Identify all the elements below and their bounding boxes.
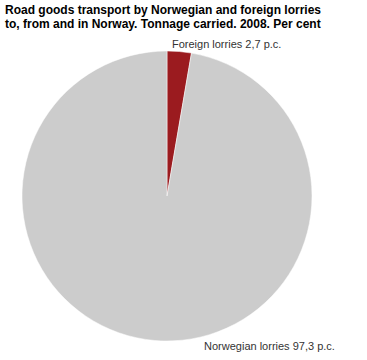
title-line: Road goods transport by Norwegian and fo… <box>5 3 321 17</box>
title: Road goods transport by Norwegian and fo… <box>5 3 321 31</box>
label-category: Norwegian lorries <box>204 340 290 352</box>
slice-label: Norwegian lorries 97,3 p.c. <box>204 340 335 352</box>
slice-label: Foreign lorries 2,7 p.c. <box>172 38 281 50</box>
pie <box>22 51 312 341</box>
slice <box>22 51 312 341</box>
label-value: 97,3 p.c. <box>290 340 335 352</box>
label-value: 2,7 p.c. <box>242 38 281 50</box>
labels: Foreign lorries 2,7 p.c. Norwegian lorrie… <box>172 38 335 353</box>
chart: Road goods transport by Norwegian and fo… <box>0 0 367 360</box>
label-category: Foreign lorries <box>172 38 243 50</box>
title-line: to, from and in Norway. Tonnage carried.… <box>5 17 321 31</box>
